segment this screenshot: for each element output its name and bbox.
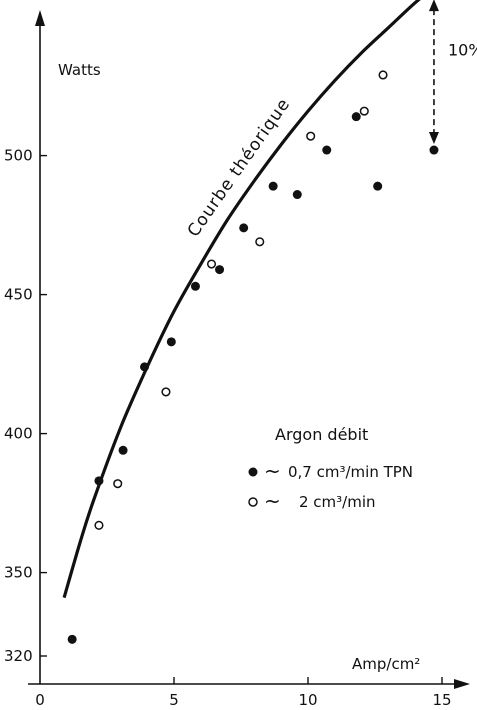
data-point-open <box>94 520 104 530</box>
legend: Argon débit ~ 0,7 cm³/min TPN ~ 2 cm³/mi… <box>248 425 413 513</box>
data-point-filled <box>118 445 128 455</box>
data-point-filled <box>239 223 249 233</box>
legend-label-filled: 0,7 cm³/min TPN <box>288 463 413 481</box>
theoretical-curve-group: Courbe théorique <box>62 0 421 599</box>
legend-symbol-open: ~ <box>264 489 281 513</box>
data-point-open <box>359 106 369 116</box>
data-point-open <box>255 237 265 247</box>
y-tick-label: 450 <box>4 286 33 304</box>
x-tick-label: 0 <box>35 691 45 709</box>
y-tick-label: 500 <box>4 147 33 165</box>
data-point-filled <box>67 634 77 644</box>
legend-title: Argon débit <box>275 425 368 444</box>
data-point-filled <box>292 190 302 200</box>
data-point-filled <box>166 337 176 347</box>
annotation-arrow-down <box>428 132 439 145</box>
legend-label-open: 2 cm³/min <box>299 493 376 511</box>
y-axis-title: Watts <box>58 61 101 79</box>
data-points <box>67 70 439 644</box>
y-tick-label: 400 <box>4 425 33 443</box>
data-point-filled <box>215 265 225 275</box>
x-tick-label: 15 <box>432 691 451 709</box>
data-point-filled <box>190 281 200 291</box>
annotation-arrow-up <box>428 0 439 12</box>
y-tick-label: 320 <box>4 647 33 665</box>
data-point-filled <box>94 476 104 486</box>
data-point-open <box>161 387 171 397</box>
y-axis-arrow <box>35 10 45 26</box>
tick-group: 0 5 10 15 320 350 400 450 500 <box>4 147 452 709</box>
theoretical-curve <box>62 0 421 599</box>
data-point-open <box>306 131 316 141</box>
data-point-open <box>113 479 123 489</box>
legend-marker-filled <box>248 467 258 477</box>
axes <box>28 10 470 689</box>
data-point-filled <box>140 362 150 372</box>
legend-symbol-filled: ~ <box>264 459 281 483</box>
x-tick-label: 5 <box>169 691 179 709</box>
data-point-filled <box>373 181 383 191</box>
annotation-label: 10% <box>448 41 477 60</box>
data-point-filled <box>268 181 278 191</box>
x-tick-label: 10 <box>298 691 317 709</box>
annotation-group: 10% <box>428 0 477 145</box>
y-tick-label: 350 <box>4 564 33 582</box>
theoretical-curve-label: Courbe théorique <box>184 94 295 240</box>
data-point-filled <box>351 112 361 122</box>
data-point-filled <box>429 145 439 155</box>
data-point-open <box>206 259 217 269</box>
legend-marker-open <box>248 497 258 507</box>
x-axis-title: Amp/cm² <box>352 655 420 673</box>
data-point-open <box>378 70 388 80</box>
x-axis-arrow <box>454 679 470 689</box>
data-point-filled <box>322 145 332 155</box>
